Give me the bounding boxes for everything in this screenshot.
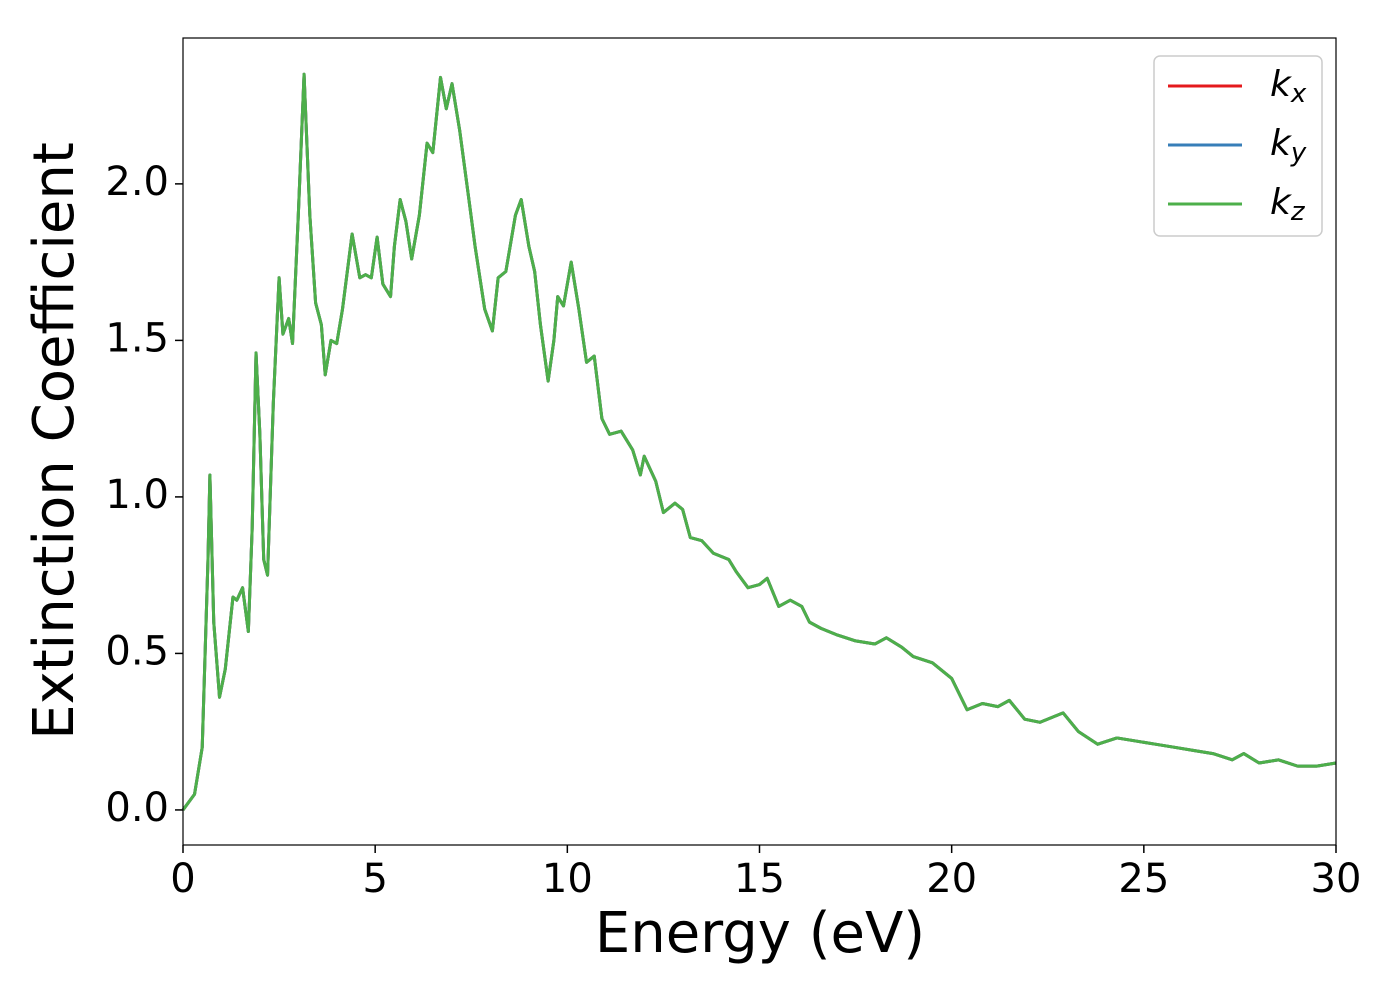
- line-series: [181, 72, 1337, 811]
- y-tick-label: 0.0: [105, 785, 169, 831]
- x-tick-label: 0: [170, 856, 195, 902]
- legend: kx ky kz: [1153, 55, 1323, 237]
- plot-frame: [182, 37, 1337, 846]
- legend-label: kx: [1270, 64, 1307, 109]
- y-tick-label: 2.0: [105, 159, 169, 205]
- y-tick-label: 1.0: [105, 472, 169, 518]
- x-axis-label: Energy (eV): [595, 901, 925, 966]
- x-tick-label: 15: [734, 856, 785, 902]
- y-tick-label: 0.5: [105, 628, 169, 674]
- x-tick-label: 20: [926, 856, 977, 902]
- legend-label: kz: [1270, 182, 1306, 227]
- x-tick-label: 25: [1118, 856, 1169, 902]
- y-tick-label: 1.5: [105, 315, 169, 361]
- x-tick-label: 5: [362, 856, 387, 902]
- x-tick-label: 30: [1311, 856, 1362, 902]
- x-tick-label: 10: [542, 856, 593, 902]
- y-axis-label: Extinction Coefficient: [22, 142, 87, 740]
- legend-label: ky: [1270, 123, 1307, 168]
